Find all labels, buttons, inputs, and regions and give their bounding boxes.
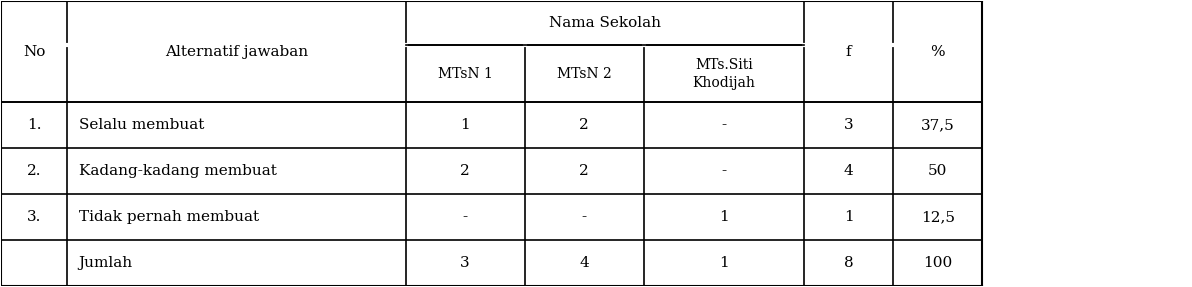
Text: 2: 2 xyxy=(579,164,589,178)
Text: -: - xyxy=(462,210,467,224)
Text: 1: 1 xyxy=(719,256,728,270)
Text: Nama Sekolah: Nama Sekolah xyxy=(550,16,660,30)
Text: 50: 50 xyxy=(929,164,948,178)
Text: Alternatif jawaban: Alternatif jawaban xyxy=(164,45,308,59)
Text: 37,5: 37,5 xyxy=(921,118,955,132)
Text: Jumlah: Jumlah xyxy=(79,256,132,270)
Text: 1.: 1. xyxy=(27,118,42,132)
Text: 2.: 2. xyxy=(27,164,42,178)
Text: 3.: 3. xyxy=(27,210,42,224)
Text: Kadang-kadang membuat: Kadang-kadang membuat xyxy=(79,164,277,178)
Text: 100: 100 xyxy=(924,256,952,270)
Text: No: No xyxy=(23,45,45,59)
Text: 1: 1 xyxy=(460,118,470,132)
Text: -: - xyxy=(721,164,726,178)
Text: 2: 2 xyxy=(579,118,589,132)
Text: %: % xyxy=(931,45,945,59)
Text: 2: 2 xyxy=(460,164,470,178)
Text: MTsN 1: MTsN 1 xyxy=(437,67,492,81)
Text: 3: 3 xyxy=(844,118,853,132)
Text: 3: 3 xyxy=(460,256,470,270)
Text: f: f xyxy=(846,45,851,59)
Text: 1: 1 xyxy=(844,210,853,224)
Text: 12,5: 12,5 xyxy=(921,210,955,224)
Text: -: - xyxy=(721,118,726,132)
Text: 1: 1 xyxy=(719,210,728,224)
Text: 8: 8 xyxy=(844,256,853,270)
Text: Selalu membuat: Selalu membuat xyxy=(79,118,204,132)
Text: -: - xyxy=(582,210,586,224)
Text: 4: 4 xyxy=(844,164,853,178)
Text: MTs.Siti
Khodijah: MTs.Siti Khodijah xyxy=(693,58,756,90)
Text: MTsN 2: MTsN 2 xyxy=(557,67,611,81)
Text: Tidak pernah membuat: Tidak pernah membuat xyxy=(79,210,259,224)
Text: 4: 4 xyxy=(579,256,589,270)
